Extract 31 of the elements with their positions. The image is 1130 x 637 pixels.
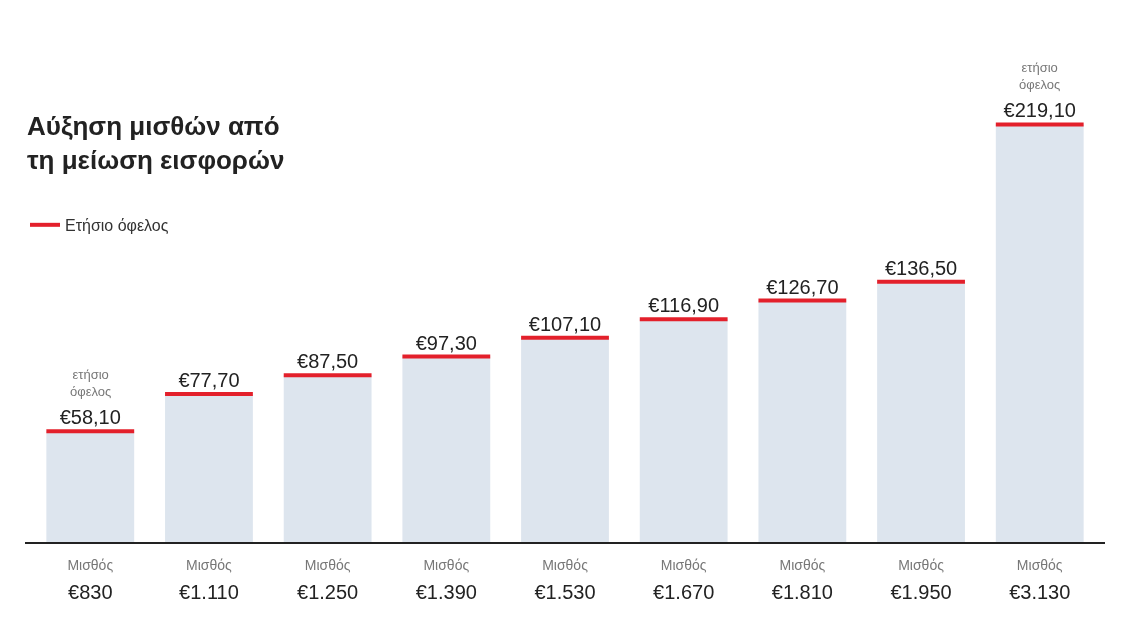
data-label: €97,30: [415, 331, 477, 354]
data-label: €87,50: [297, 350, 359, 373]
bar: [758, 300, 847, 542]
x-tick-label: Μισθός €1.810: [771, 557, 833, 603]
text: Ετήσιο όφελος: [65, 217, 169, 235]
data-label: €219,10: [1003, 99, 1076, 122]
bar: [402, 356, 491, 542]
bar: [995, 124, 1084, 542]
x-tick-label: Μισθός €1.250: [297, 557, 359, 603]
x-tick-label: Μισθός €1.950: [890, 557, 952, 603]
x-tick-label: Μισθός €1.530: [534, 557, 596, 603]
annotation: ετήσιο όφελος: [70, 367, 112, 399]
data-label: €116,90: [648, 294, 720, 317]
bar: [639, 319, 728, 542]
bar: [165, 393, 253, 542]
chart-title: Αύξηση μισθών από τη μείωση εισφορών: [27, 111, 285, 175]
bar: [46, 431, 135, 542]
data-label: €107,10: [528, 312, 602, 335]
data-label: €126,70: [766, 275, 839, 298]
annotation: ετήσιο όφελος: [1019, 60, 1061, 92]
x-tick-label: Μισθός €1.110: [179, 557, 239, 603]
bar: [877, 281, 965, 542]
x-tick-label: Μισθός €3.130: [1009, 557, 1071, 603]
bar: [521, 337, 609, 542]
data-label: €77,70: [178, 368, 240, 391]
x-tick-label: Μισθός €1.390: [415, 557, 477, 603]
data-label: €136,50: [884, 256, 958, 279]
data-label: €58,10: [59, 406, 121, 429]
x-tick-label: Μισθός €1.670: [653, 557, 715, 603]
x-tick-label: Μισθός €830: [67, 557, 114, 603]
bar: [283, 375, 372, 542]
